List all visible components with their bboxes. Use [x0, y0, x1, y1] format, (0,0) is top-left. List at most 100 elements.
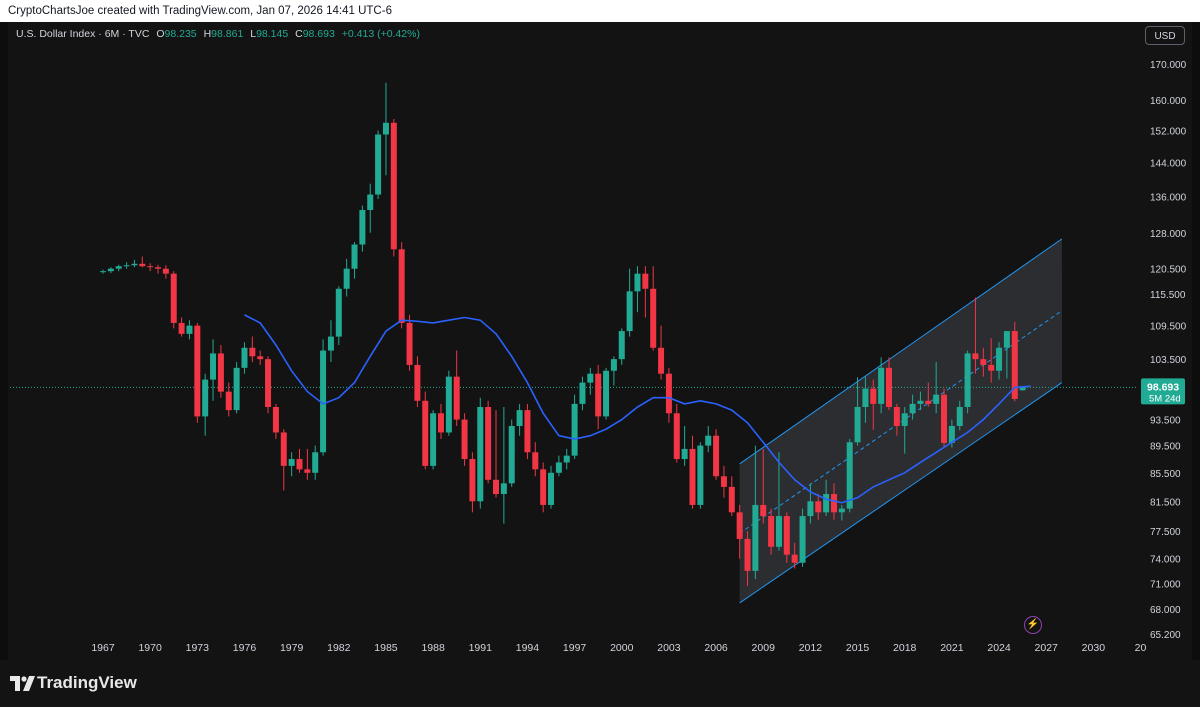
candle-body — [618, 331, 625, 360]
candle-body — [351, 244, 358, 269]
candle-body — [603, 370, 610, 417]
tradingview-logo-icon[interactable] — [10, 676, 36, 692]
candle-body — [500, 483, 507, 495]
candle-body — [901, 413, 908, 426]
candle-body — [744, 538, 751, 571]
candle-body — [579, 382, 586, 404]
candle-body — [846, 442, 853, 509]
candle-body — [249, 347, 256, 357]
candle-body — [398, 249, 405, 323]
x-tick-label: 1976 — [233, 642, 257, 654]
close-label: C — [295, 28, 303, 40]
candle-body — [720, 476, 727, 487]
candle-body — [147, 266, 154, 268]
candle-body — [265, 359, 272, 407]
channel-upper-line — [739, 238, 1063, 465]
channel-mid-line — [739, 310, 1063, 534]
y-tick-label: 109.500 — [1150, 322, 1187, 333]
x-tick-label: 1979 — [280, 642, 304, 654]
x-tick-label: 1985 — [374, 642, 398, 654]
candle-body — [815, 501, 822, 513]
candle-body — [626, 291, 633, 332]
x-tick-label: 2006 — [704, 642, 728, 654]
candle-body — [485, 406, 492, 480]
x-tick-label: 1988 — [421, 642, 445, 654]
candle-body — [964, 353, 971, 407]
candle-body — [752, 504, 759, 571]
x-tick-label: 2018 — [893, 642, 917, 654]
candle-body — [1011, 331, 1018, 399]
candle-body — [933, 394, 940, 404]
candle-body — [555, 462, 562, 473]
candle-body — [689, 448, 696, 505]
candle-body — [972, 353, 979, 360]
y-tick-label: 89.500 — [1150, 442, 1181, 453]
candle-body — [493, 479, 499, 495]
candle-body — [838, 508, 845, 513]
candle-body — [1019, 387, 1026, 391]
candle-body — [862, 388, 869, 407]
candle-body — [437, 413, 444, 433]
candle-body — [878, 367, 885, 404]
candle-body — [107, 268, 114, 272]
candle-body — [367, 194, 374, 210]
low-value: 98.145 — [256, 28, 289, 40]
candle-body — [100, 271, 106, 273]
candle-body — [854, 406, 861, 443]
x-tick-label: 2012 — [799, 642, 823, 654]
candle-body — [123, 265, 130, 267]
last-price-value: 98.693 — [1147, 381, 1179, 393]
x-tick-label: 1967 — [91, 642, 115, 654]
channel-lower-line — [739, 382, 1063, 604]
open-label: O — [156, 28, 165, 40]
candle-body — [461, 419, 468, 460]
candle-body — [445, 376, 452, 433]
candle-body — [799, 516, 806, 563]
close-value: 98.693 — [302, 28, 335, 40]
candle-body — [320, 350, 327, 453]
candle-body — [162, 268, 169, 274]
candle-body — [508, 425, 515, 484]
candle-body — [139, 263, 146, 267]
watermark-text: CryptoChartsJoe created with TradingView… — [8, 5, 392, 17]
last-price-badge — [1141, 378, 1185, 405]
candle-body — [131, 263, 138, 266]
candle-body — [469, 459, 476, 502]
candle-body — [296, 459, 303, 470]
y-tick-label: 71.000 — [1150, 579, 1181, 590]
candle-body — [658, 347, 665, 374]
chart-frame[interactable] — [8, 22, 1192, 660]
candle-body — [665, 373, 672, 414]
candle-body — [217, 353, 224, 392]
candle-body — [532, 452, 539, 470]
candle-body — [327, 336, 334, 351]
x-tick-label: 1991 — [469, 642, 493, 654]
x-tick-label: 2009 — [752, 642, 776, 654]
y-tick-label: 77.500 — [1150, 527, 1181, 538]
lightning-icon[interactable]: ⚡ — [1024, 616, 1042, 634]
candle-body — [170, 273, 177, 323]
currency-button[interactable]: USD — [1145, 26, 1185, 45]
candle-body — [335, 288, 342, 337]
candle-body — [516, 410, 523, 426]
candle-body — [115, 266, 122, 269]
candle-body — [343, 268, 350, 289]
candle-body — [728, 486, 735, 513]
candle-body — [634, 273, 641, 292]
y-tick-label: 93.500 — [1150, 416, 1181, 427]
x-tick-label: 1973 — [186, 642, 210, 654]
candle-body — [956, 406, 963, 426]
candle-body — [155, 267, 162, 269]
x-tick-label: 2027 — [1035, 642, 1059, 654]
last-price-countdown: 5M 24d — [1149, 393, 1181, 404]
high-value: 98.861 — [211, 28, 244, 40]
candle-body — [807, 501, 814, 517]
symbol-name[interactable]: U.S. Dollar Index · 6M · TVC — [16, 28, 150, 40]
candle-body — [422, 400, 429, 466]
candle-body — [375, 134, 382, 195]
candle-body — [775, 516, 782, 547]
footer-brand[interactable]: TradingView — [37, 673, 137, 692]
candle-body — [548, 472, 555, 505]
